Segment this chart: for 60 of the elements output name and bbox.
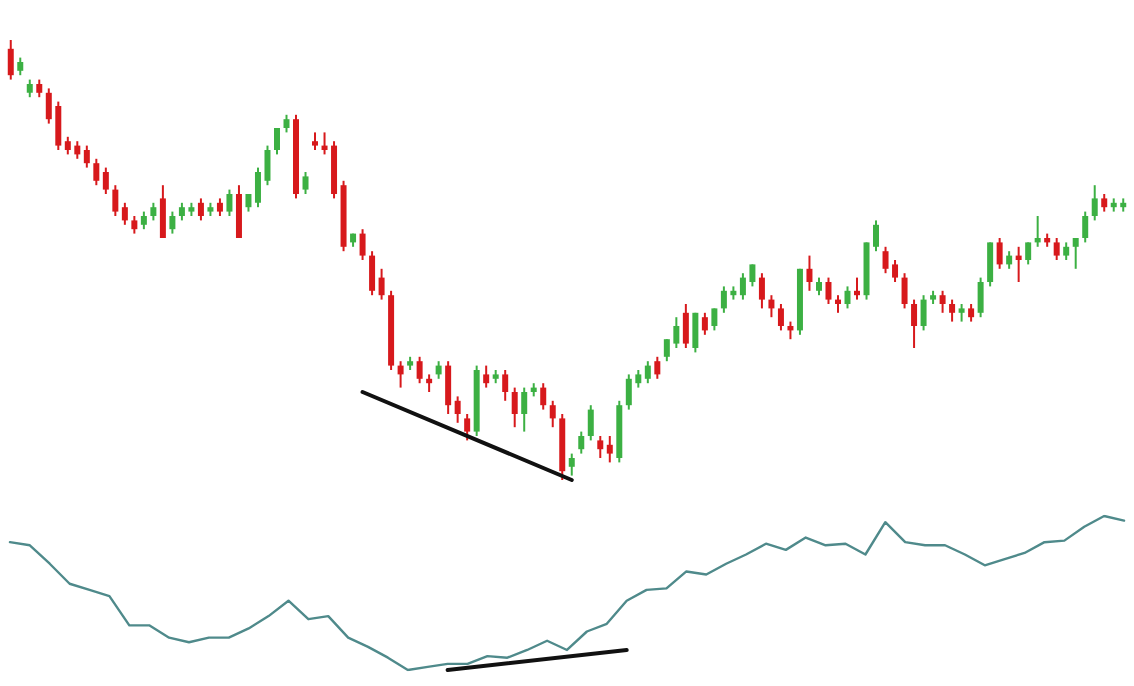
candlestick: [701, 311, 708, 336]
candlestick: [359, 228, 366, 261]
candlestick: [587, 404, 594, 442]
candlestick: [226, 188, 233, 217]
candlestick: [692, 311, 699, 354]
candlestick: [445, 360, 452, 415]
candlestick: [1015, 245, 1022, 283]
candlestick: [1053, 237, 1060, 261]
candlestick: [540, 382, 547, 411]
candlestick: [464, 413, 471, 442]
candlestick: [235, 184, 242, 239]
candlestick: [378, 267, 385, 301]
candlestick: [102, 166, 109, 195]
candlestick: [644, 360, 651, 385]
candlestick: [578, 430, 585, 455]
candlestick: [977, 276, 984, 319]
candlestick: [511, 386, 518, 429]
candlestick: [711, 307, 718, 332]
candlestick: [197, 197, 204, 222]
candlestick: [159, 184, 166, 239]
candlestick: [901, 272, 908, 310]
candlestick: [768, 294, 775, 319]
candlestick: [121, 201, 128, 226]
candlestick: [949, 298, 956, 323]
candlestick: [1072, 237, 1079, 270]
candlestick: [1082, 210, 1089, 244]
candlestick: [844, 285, 851, 310]
candlestick: [521, 386, 528, 433]
candlestick: [825, 276, 832, 305]
candlestick: [93, 157, 100, 187]
candlestick: [1091, 184, 1098, 222]
candlestick: [454, 395, 461, 424]
candlestick: [568, 452, 575, 477]
candlestick: [606, 435, 613, 464]
candlestick: [112, 184, 119, 217]
candlestick: [854, 276, 861, 301]
candlestick: [483, 364, 490, 389]
candlestick: [597, 435, 604, 459]
candlestick: [777, 303, 784, 332]
candlestick: [369, 250, 376, 297]
candlestick: [654, 355, 661, 380]
candlestick: [911, 298, 918, 349]
candlestick: [502, 369, 509, 402]
candlestick: [1025, 241, 1032, 266]
candlestick: [302, 171, 309, 195]
candlestick: [758, 272, 765, 310]
candlestick: [169, 210, 176, 235]
candlestick: [987, 241, 994, 288]
candlestick: [806, 254, 813, 292]
candlestick: [996, 237, 1003, 270]
candlestick: [7, 39, 14, 81]
candlestick: [682, 303, 689, 349]
candlestick: [549, 399, 556, 429]
candlestick: [920, 294, 927, 332]
candlestick: [273, 127, 280, 156]
candlestick: [939, 289, 946, 314]
candlestick: [1034, 215, 1041, 248]
candlestick: [397, 360, 404, 389]
candlestick: [83, 144, 90, 169]
candlestick: [416, 355, 423, 385]
